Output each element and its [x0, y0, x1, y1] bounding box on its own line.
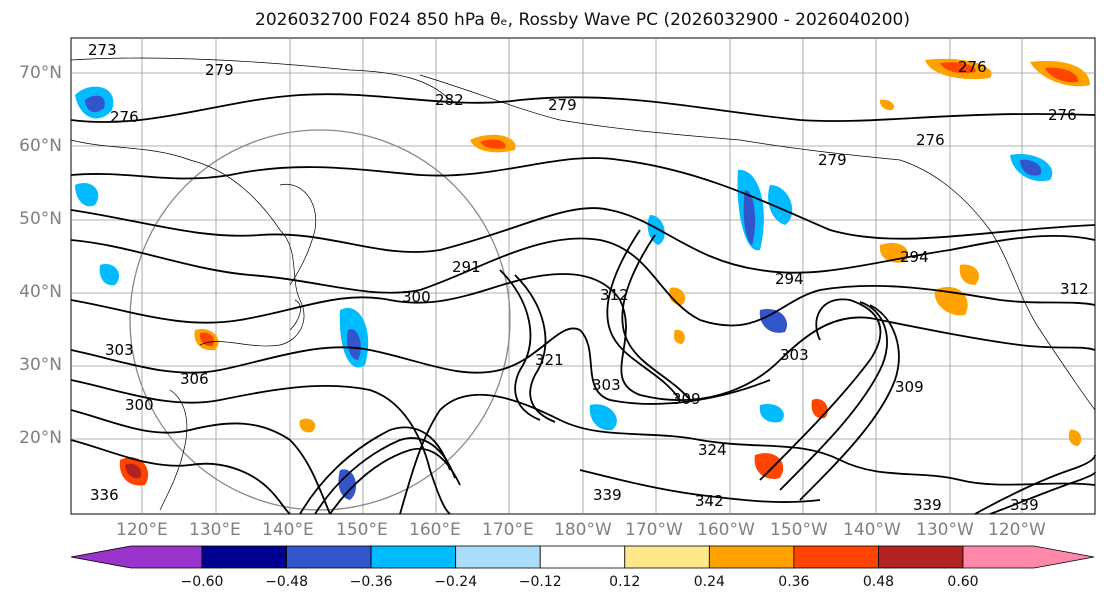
colorbar-segment — [793, 545, 879, 569]
colorbar-tick-label: −0.48 — [265, 574, 308, 590]
contour-label: 303 — [592, 376, 621, 394]
lon-label: 170°W — [625, 520, 683, 540]
lon-label: 140°W — [843, 520, 901, 540]
contour-label: 312 — [600, 286, 629, 304]
contour-label: 324 — [698, 441, 727, 459]
contour-label: 276 — [916, 131, 945, 149]
contour-label: 309 — [895, 378, 924, 396]
contour-label: 300 — [125, 396, 154, 414]
lon-label: 120°E — [116, 520, 168, 540]
lat-label: 20°N — [19, 428, 62, 448]
contour-label: 300 — [402, 288, 431, 306]
colorbar-segment — [455, 545, 541, 569]
colorbar-tick-label: −0.24 — [434, 574, 478, 590]
contour-label: 321 — [535, 351, 564, 369]
colorbar — [70, 545, 1095, 569]
lon-label: 160°E — [409, 520, 461, 540]
contour-labels: 273 276 279 282 276 279 276 276 279 291 … — [88, 41, 1089, 514]
contour-label: 273 — [88, 41, 117, 59]
colorbar-extend-low — [70, 545, 203, 569]
colorbar-extend-high — [962, 545, 1095, 569]
contour-label: 291 — [452, 258, 481, 276]
contour-label: 303 — [105, 341, 134, 359]
lon-label: 150°E — [336, 520, 388, 540]
contour-label: 294 — [775, 270, 804, 288]
colorbar-tick-label: 0.12 — [609, 574, 641, 590]
contour-label: 282 — [435, 91, 464, 109]
lat-label: 30°N — [19, 355, 62, 375]
lon-label: 170°E — [482, 520, 534, 540]
map-panel: 273 276 279 282 276 279 276 276 279 291 … — [70, 37, 1096, 515]
contour-label: 303 — [780, 346, 809, 364]
colorbar-segment — [286, 545, 372, 569]
colorbar-tick-label: 0.48 — [862, 574, 895, 590]
contour-label: 306 — [180, 370, 209, 388]
lon-label: 160°W — [697, 520, 755, 540]
contour-label: 276 — [958, 58, 987, 76]
lat-label: 40°N — [19, 282, 62, 302]
lon-label: 120°W — [988, 520, 1046, 540]
contour-label: 279 — [818, 151, 847, 169]
colorbar-tick-label: 0.24 — [693, 574, 725, 590]
colorbar-tick-label: 0.36 — [778, 574, 810, 590]
colorbar-segment — [201, 545, 287, 569]
contour-label: 339 — [913, 496, 942, 514]
colorbar-tick-label: −0.36 — [349, 574, 393, 590]
lon-label: 140°E — [262, 520, 314, 540]
contour-label: 342 — [695, 492, 724, 510]
contour-label: 312 — [1060, 280, 1089, 298]
colorbar-tick-label: −0.12 — [518, 574, 562, 590]
colorbar-tick-label: −0.60 — [180, 574, 224, 590]
contour-label: 339 — [1010, 496, 1039, 514]
contour-label: 309 — [672, 390, 701, 408]
colorbar-tick-label: 0.60 — [947, 574, 979, 590]
lat-label: 70°N — [19, 63, 62, 83]
colorbar-segment — [370, 545, 457, 569]
lat-label: 60°N — [19, 136, 62, 156]
colorbar-segment — [539, 545, 626, 569]
contour-label: 279 — [205, 61, 234, 79]
contour-label: 294 — [900, 248, 929, 266]
anomaly-shading — [75, 58, 1090, 500]
contour-label: 339 — [593, 486, 622, 504]
contour-label: 336 — [90, 486, 119, 504]
lon-label: 130°W — [916, 520, 974, 540]
coastlines — [70, 57, 1096, 511]
colorbar-segment — [708, 545, 795, 569]
lon-label: 180°W — [554, 520, 612, 540]
lat-label: 50°N — [19, 209, 62, 229]
theta-e-contours — [70, 93, 1096, 515]
contour-label: 276 — [110, 108, 139, 126]
lon-label: 150°W — [770, 520, 828, 540]
lon-label: 130°E — [189, 520, 241, 540]
contour-label: 279 — [548, 96, 577, 114]
region-circle — [129, 129, 511, 511]
contour-label: 276 — [1048, 106, 1077, 124]
colorbar-segment — [624, 545, 710, 569]
map-title: 2026032700 F024 850 hPa θₑ, Rossby Wave … — [255, 10, 910, 30]
colorbar-segment — [878, 545, 964, 569]
